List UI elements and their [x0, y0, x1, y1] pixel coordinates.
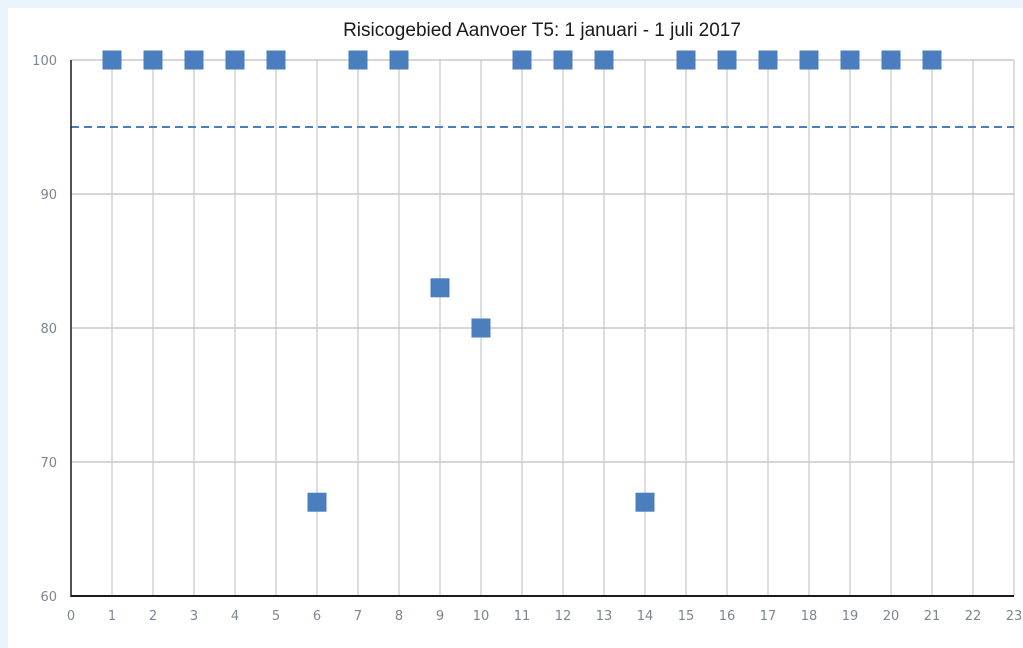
y-tick-label: 60 — [40, 590, 57, 605]
data-point — [758, 50, 778, 70]
x-tick-label: 16 — [719, 609, 736, 624]
data-point — [430, 278, 450, 298]
data-point — [102, 50, 122, 70]
x-tick-label: 6 — [313, 609, 321, 624]
data-point — [553, 50, 573, 70]
x-tick-label: 12 — [555, 609, 572, 624]
x-tick-label: 15 — [678, 609, 695, 624]
data-point — [594, 50, 614, 70]
x-tick-label: 14 — [637, 609, 654, 624]
data-point — [266, 50, 286, 70]
x-tick-label: 11 — [514, 609, 531, 624]
tick-labels: 0 1 2 3 4 5 6 7 8 9 10 11 12 13 14 15 16 17 18 19 20 21 22 2360… — [32, 54, 1022, 624]
x-tick-label: 17 — [760, 609, 777, 624]
axes — [70, 60, 1014, 597]
data-point — [184, 50, 204, 70]
data-point — [143, 50, 163, 70]
chart-title: Risicogebied Aanvoer T5: 1 januari - 1 j… — [343, 20, 741, 41]
x-tick-label: 1 — [108, 609, 116, 624]
x-tick-label: 4 — [231, 609, 239, 624]
data-point — [307, 492, 327, 512]
y-tick-label: 90 — [40, 188, 57, 203]
chart-container: Risicogebied Aanvoer T5: 1 januari - 1 j… — [8, 8, 1023, 648]
gridlines — [71, 59, 1015, 596]
data-point — [471, 318, 491, 338]
y-tick-label: 80 — [40, 322, 57, 337]
data-point — [881, 50, 901, 70]
data-point — [348, 50, 368, 70]
x-tick-label: 3 — [190, 609, 198, 624]
x-tick-label: 5 — [272, 609, 280, 624]
x-tick-label: 0 — [67, 609, 75, 624]
y-tick-label: 100 — [32, 54, 57, 69]
x-tick-label: 23 — [1006, 609, 1023, 624]
data-point — [225, 50, 245, 70]
x-tick-label: 8 — [395, 609, 403, 624]
x-tick-label: 7 — [354, 609, 362, 624]
data-point — [922, 50, 942, 70]
data-points — [102, 50, 942, 512]
data-point — [840, 50, 860, 70]
scatter-chart: Risicogebied Aanvoer T5: 1 januari - 1 j… — [32, 20, 1022, 624]
x-tick-label: 19 — [842, 609, 859, 624]
x-tick-label: 10 — [473, 609, 490, 624]
x-tick-label: 13 — [596, 609, 613, 624]
data-point — [512, 50, 532, 70]
y-tick-label: 70 — [40, 456, 57, 471]
data-point — [799, 50, 819, 70]
x-tick-label: 22 — [965, 609, 982, 624]
x-tick-label: 2 — [149, 609, 157, 624]
x-tick-label: 20 — [883, 609, 900, 624]
data-point — [389, 50, 409, 70]
x-tick-label: 21 — [924, 609, 941, 624]
x-tick-label: 18 — [801, 609, 818, 624]
data-point — [676, 50, 696, 70]
data-point — [717, 50, 737, 70]
data-point — [635, 492, 655, 512]
x-tick-label: 9 — [436, 609, 444, 624]
